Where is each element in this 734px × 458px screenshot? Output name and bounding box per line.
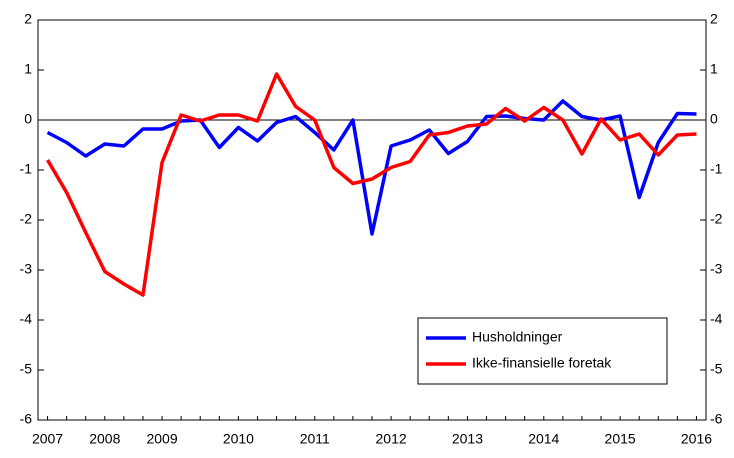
y2-tick-label: -2 xyxy=(710,211,723,227)
y-tick-label: 2 xyxy=(24,11,32,27)
y2-tick-label: 0 xyxy=(710,111,718,127)
x-tick-label: 2012 xyxy=(376,431,407,447)
series-line xyxy=(46,99,697,236)
y2-tick-label: 1 xyxy=(710,61,718,77)
x-tick-label: 2015 xyxy=(605,431,636,447)
y-tick-label: -3 xyxy=(20,261,33,277)
x-tick-label: 2013 xyxy=(452,431,483,447)
x-tick-label: 2010 xyxy=(223,431,254,447)
y-tick-label: -5 xyxy=(20,361,33,377)
legend-label: Ikke-finansielle foretak xyxy=(472,355,612,371)
x-tick-label: 2011 xyxy=(300,431,330,447)
y-tick-label: 0 xyxy=(24,111,32,127)
x-tick-label: 2008 xyxy=(89,431,120,447)
y2-tick-label: -5 xyxy=(710,361,723,377)
x-tick-label: 2016 xyxy=(681,431,712,447)
y-tick-label: -6 xyxy=(20,411,33,427)
y-tick-label: -1 xyxy=(20,161,33,177)
series-line xyxy=(46,72,697,297)
y-tick-label: 1 xyxy=(24,61,32,77)
y2-tick-label: -3 xyxy=(710,261,723,277)
legend-label: Husholdninger xyxy=(472,329,563,345)
legend-box xyxy=(417,317,668,385)
y2-tick-label: -1 xyxy=(710,161,723,177)
y2-tick-label: -4 xyxy=(710,311,723,327)
x-tick-label: 2014 xyxy=(528,431,559,447)
y-tick-label: -2 xyxy=(20,211,33,227)
x-tick-label: 2009 xyxy=(146,431,177,447)
x-tick-label: 2007 xyxy=(32,431,63,447)
y2-tick-label: -6 xyxy=(710,411,723,427)
y2-tick-label: 2 xyxy=(710,11,718,27)
y-tick-label: -4 xyxy=(20,311,33,327)
